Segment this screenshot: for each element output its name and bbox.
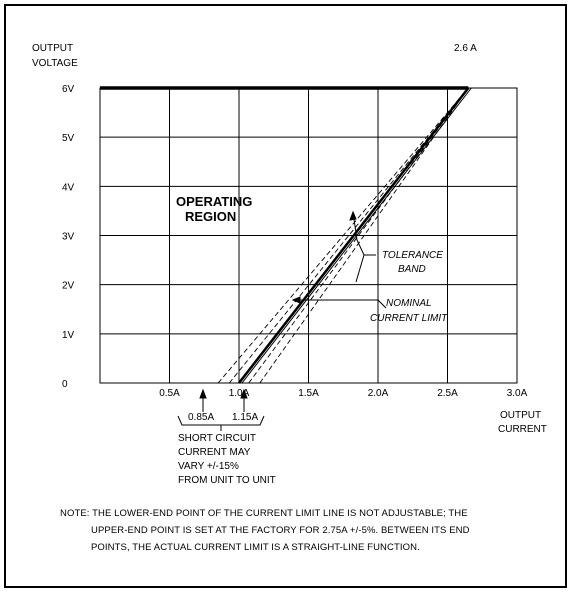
series-line-1 xyxy=(238,87,470,384)
x-tick-label-0: 0.5A xyxy=(159,388,180,399)
y-tick-label-2: 2V xyxy=(62,281,75,292)
x-axis-title-line2: CURRENT xyxy=(498,424,547,435)
nominal-limit-line1: NOMINAL xyxy=(386,298,432,309)
leader-lines xyxy=(177,210,387,431)
y-axis-title-line1: OUTPUT xyxy=(32,43,73,54)
short-circuit-high-arrowhead xyxy=(240,388,248,399)
short-circuit-text-1: SHORT CIRCUIT xyxy=(178,433,256,444)
short-circuit-text-4: FROM UNIT TO UNIT xyxy=(178,475,276,486)
tolerance-arrow-upper xyxy=(349,210,357,221)
nominal-limit-line2: CURRENT LIMIT xyxy=(370,313,448,324)
series-line-3 xyxy=(259,87,469,384)
note-line-1: NOTE: THE LOWER-END POINT OF THE CURRENT… xyxy=(60,508,468,519)
x-tick-label-3: 2.0A xyxy=(368,388,389,399)
peak-current-label: 2.6 A xyxy=(454,43,477,54)
note-line-2: UPPER-END POINT IS SET AT THE FACTORY FO… xyxy=(91,525,470,536)
series-line-2 xyxy=(217,87,469,384)
nominal-leader xyxy=(298,299,387,309)
series-line-5 xyxy=(248,87,469,384)
note-line-3: POINTS, THE ACTUAL CURRENT LIMIT IS A ST… xyxy=(91,542,420,553)
axis-ticks: 0.5A 1.0A 1.5A 2.0A 2.5A 3.0A 0 1V 2V 3V 4V 5V 6V xyxy=(62,84,528,399)
y-tick-label-6: 6V xyxy=(62,84,75,95)
annotations: OUTPUT VOLTAGE OUTPUT CURRENT 2.6 A OPER… xyxy=(32,43,547,486)
operating-region-line2: REGION xyxy=(185,209,236,224)
x-axis-title-line1: OUTPUT xyxy=(500,410,541,421)
x-tick-label-2: 1.5A xyxy=(298,388,319,399)
short-circuit-high-label: 1.15A xyxy=(232,412,258,423)
x-tick-label-5: 3.0A xyxy=(507,388,528,399)
short-circuit-text-3: VARY +/-15% xyxy=(178,461,239,472)
tolerance-band-line1: TOLERANCE xyxy=(382,250,443,261)
tolerance-band-line2: BAND xyxy=(398,264,426,275)
plot-series xyxy=(100,86,472,384)
y-tick-label-3: 3V xyxy=(62,232,75,243)
short-circuit-text-2: CURRENT MAY xyxy=(178,447,251,458)
x-tick-label-4: 2.5A xyxy=(437,388,458,399)
y-axis-title-line2: VOLTAGE xyxy=(32,58,78,69)
short-circuit-low-label: 0.85A xyxy=(188,412,214,423)
series-line-4 xyxy=(228,87,469,384)
y-tick-label-4: 4V xyxy=(62,182,75,193)
plot-grid xyxy=(99,87,518,384)
short-circuit-low-arrowhead xyxy=(199,388,207,399)
nominal-arrow xyxy=(291,296,301,304)
figure-frame xyxy=(4,4,567,588)
y-tick-label-5: 5V xyxy=(62,133,75,144)
y-tick-label-0: 0 xyxy=(62,379,68,390)
x-tick-label-1: 1.0A xyxy=(229,388,250,399)
y-tick-label-1: 1V xyxy=(62,330,75,341)
operating-region-line1: OPERATING xyxy=(176,194,252,209)
tolerance-leader-lower xyxy=(355,254,365,283)
